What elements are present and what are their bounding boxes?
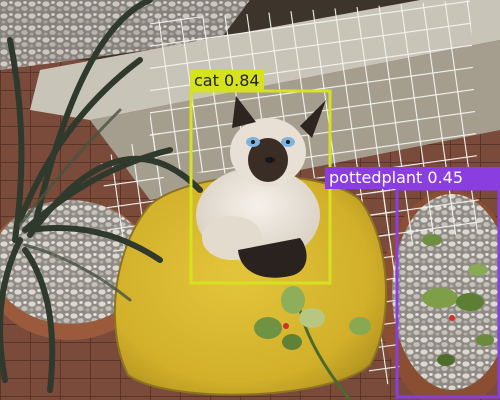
upper-gravel <box>0 0 250 70</box>
pottedplant-bounding-box <box>395 187 500 399</box>
pottedplant-detection-label: pottedplant 0.45 <box>325 167 500 189</box>
left-spiky-plant <box>0 0 203 393</box>
cat-detection-label: cat 0.84 <box>190 70 264 92</box>
small-leafy-plant <box>254 286 371 400</box>
right-potted-plant-leaves <box>422 234 494 366</box>
siamese-cat <box>196 96 326 278</box>
